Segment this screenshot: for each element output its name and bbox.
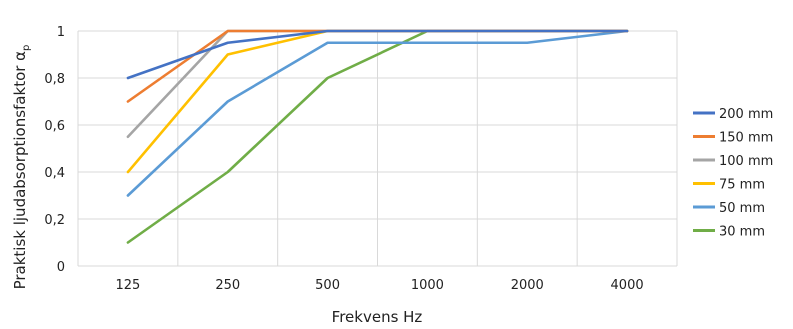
x-tick-label: 2000	[511, 278, 544, 293]
legend-label: 75 mm	[719, 178, 765, 193]
legend-label: 200 mm	[719, 107, 773, 122]
x-axis-title: Frekvens Hz	[332, 308, 423, 326]
series-line	[126, 29, 629, 80]
x-tick-label: 1000	[411, 278, 444, 293]
x-tick-label: 500	[315, 278, 340, 293]
legend-label: 100 mm	[719, 154, 773, 169]
y-tick-label: 0,2	[44, 213, 65, 228]
legend: 200 mm 150 mm 100 mm 75 mm 50 mm 30 mm	[693, 107, 773, 240]
y-tick-label: 0,8	[44, 72, 65, 87]
y-tick-label: 0,4	[44, 166, 65, 181]
legend-label: 30 mm	[719, 225, 765, 240]
gridlines	[77, 30, 678, 267]
x-tick-label: 4000	[611, 278, 644, 293]
x-tick-label: 125	[116, 278, 141, 293]
y-axis-ticks: 0 0,2 0,4 0,6 0,8 1	[44, 25, 65, 275]
y-tick-label: 0	[57, 260, 65, 275]
series-line	[126, 29, 629, 197]
y-axis-title: Praktisk ljudabsorptionsfaktor αp	[11, 45, 32, 290]
legend-label: 50 mm	[719, 201, 765, 216]
x-tick-label: 250	[215, 278, 240, 293]
y-axis-title-subscript: p	[21, 45, 32, 51]
series-lines	[126, 29, 629, 244]
legend-label: 150 mm	[719, 131, 773, 146]
x-axis-ticks: 125 250 500 1000 2000 4000	[116, 278, 644, 293]
y-tick-label: 0,6	[44, 119, 65, 134]
y-tick-label: 1	[57, 25, 65, 40]
y-axis-title-main: Praktisk ljudabsorptionsfaktor α	[11, 51, 29, 290]
